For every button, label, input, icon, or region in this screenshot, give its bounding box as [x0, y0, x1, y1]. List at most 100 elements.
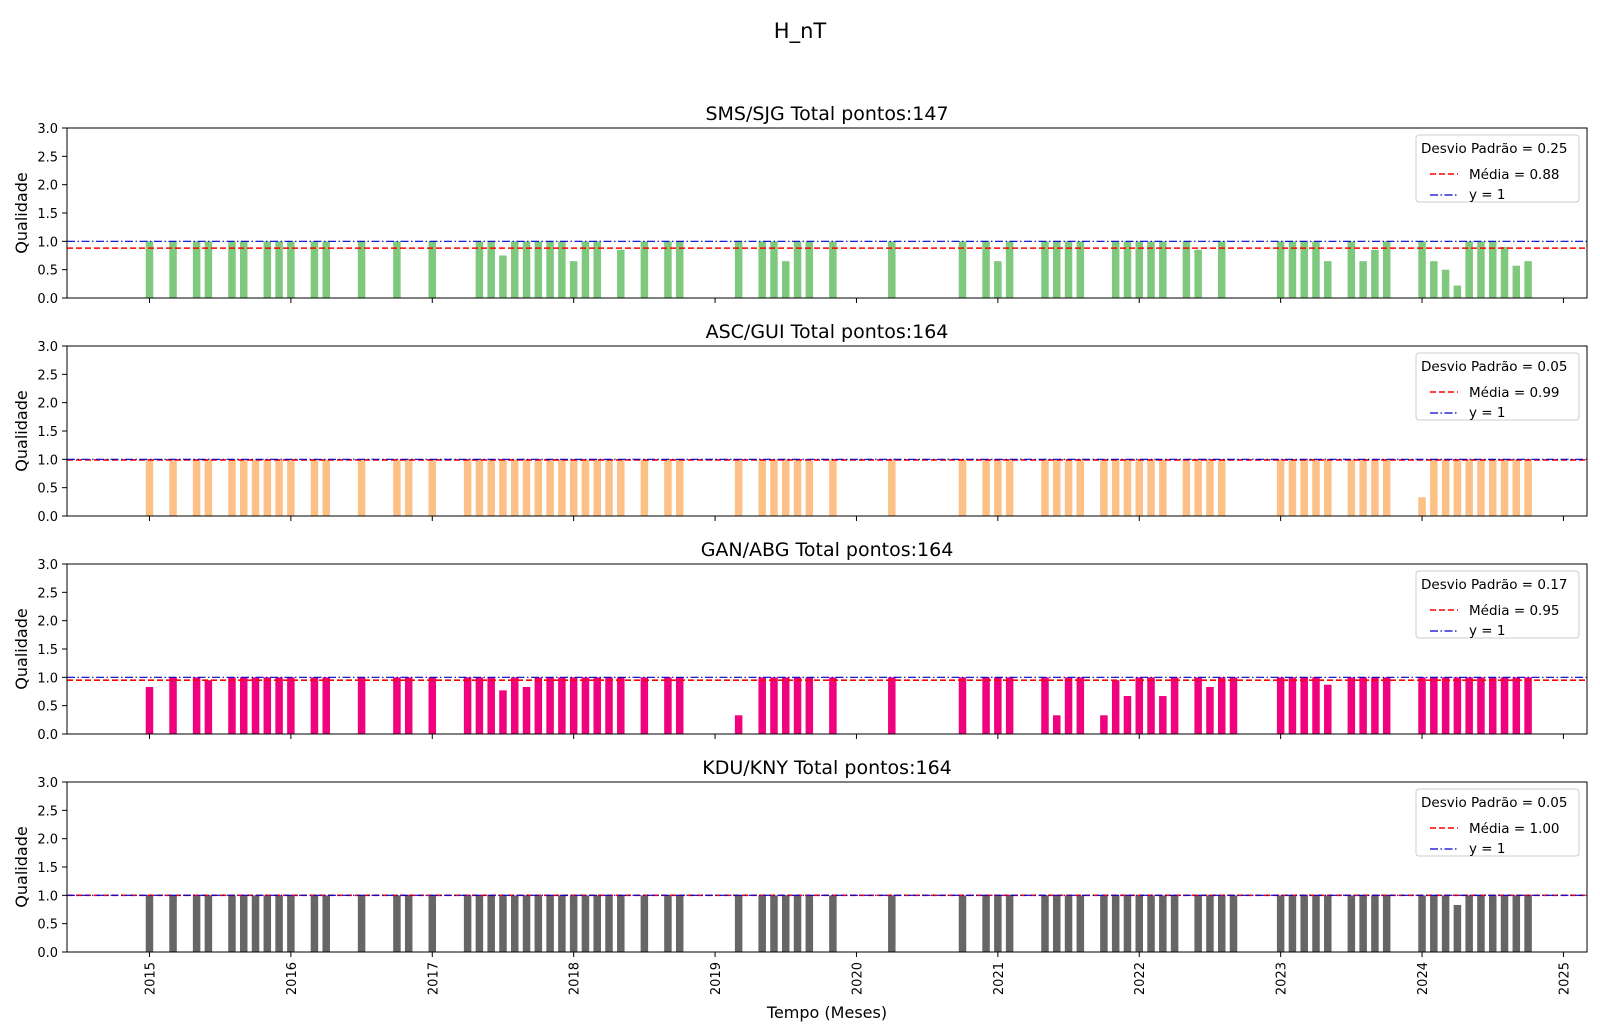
- bar: [263, 241, 272, 298]
- bar: [475, 241, 484, 298]
- bar: [1382, 895, 1391, 952]
- bar: [958, 677, 967, 734]
- bar: [994, 459, 1002, 516]
- bar: [805, 895, 814, 952]
- bar: [994, 261, 1002, 298]
- bar: [1053, 895, 1061, 952]
- bar: [1441, 677, 1450, 734]
- bar: [569, 459, 578, 516]
- y-tick-label: 0.0: [37, 510, 58, 525]
- bar: [428, 677, 437, 734]
- legend: Desvio Padrão = 0.17 Média = 0.95 y = 1: [1415, 570, 1580, 639]
- bar: [664, 895, 672, 952]
- x-tick-label: 2020: [850, 962, 865, 995]
- bar: [534, 459, 543, 516]
- bar: [310, 241, 319, 298]
- bar: [1229, 895, 1238, 952]
- bar: [593, 895, 601, 952]
- y-tick-label: 3.0: [37, 558, 58, 573]
- bar: [1441, 459, 1450, 516]
- y-tick-label: 2.0: [37, 397, 58, 412]
- bar: [1500, 247, 1509, 298]
- bar: [204, 680, 213, 734]
- legend-mean-label: Média = 0.99: [1469, 385, 1560, 401]
- bar: [1182, 241, 1191, 298]
- y-tick-label: 2.0: [37, 833, 58, 848]
- bar: [204, 241, 213, 298]
- bar: [534, 677, 543, 734]
- bar: [1147, 459, 1155, 516]
- bar: [640, 241, 649, 298]
- x-tick-label: 2022: [1133, 962, 1148, 995]
- bar: [982, 895, 990, 952]
- bar: [1453, 285, 1462, 298]
- bar: [1500, 459, 1509, 516]
- bar: [1111, 895, 1120, 952]
- bar: [1500, 677, 1509, 734]
- bar: [511, 241, 519, 298]
- x-tick-label: 2021: [992, 962, 1007, 995]
- x-tick-label: 2025: [1557, 962, 1572, 995]
- bar: [1347, 895, 1356, 952]
- bar: [1276, 895, 1285, 952]
- bar: [393, 895, 401, 952]
- bar: [275, 677, 283, 734]
- bar: [734, 241, 743, 298]
- bar: [1076, 241, 1085, 298]
- bar: [1488, 677, 1497, 734]
- bar: [487, 459, 495, 516]
- bar: [1182, 459, 1191, 516]
- y-tick-label: 0.0: [37, 728, 58, 743]
- bar: [1041, 241, 1049, 298]
- bar: [758, 895, 766, 952]
- bar: [239, 241, 248, 298]
- bar: [1147, 895, 1155, 952]
- bar: [1418, 497, 1426, 516]
- bar: [263, 677, 272, 734]
- bar: [1371, 459, 1379, 516]
- bar: [1053, 715, 1061, 734]
- bar: [558, 459, 566, 516]
- bar: [1324, 261, 1332, 298]
- bar: [263, 895, 272, 952]
- bar: [1347, 459, 1356, 516]
- bar: [1300, 895, 1308, 952]
- bar: [1100, 459, 1108, 516]
- bar: [1477, 459, 1485, 516]
- axes-frame: [66, 345, 1588, 517]
- bar: [782, 677, 790, 734]
- legend: Desvio Padrão = 0.25 Média = 0.88 y = 1: [1415, 134, 1580, 203]
- bar: [1359, 261, 1367, 298]
- y-tick-label: 2.0: [37, 179, 58, 194]
- bar: [1135, 241, 1143, 298]
- y-tick-label: 1.5: [37, 861, 58, 876]
- bar: [617, 459, 625, 516]
- bar: [1135, 895, 1143, 952]
- bar: [1206, 459, 1214, 516]
- bar: [1076, 677, 1085, 734]
- bar: [487, 241, 495, 298]
- bar: [958, 459, 967, 516]
- legend-title: Desvio Padrão = 0.05: [1421, 795, 1567, 811]
- bar: [1359, 895, 1367, 952]
- bar: [169, 895, 177, 952]
- bar: [888, 241, 896, 298]
- bar: [1359, 459, 1367, 516]
- figure-title: H_nT: [774, 19, 827, 44]
- bar: [1512, 265, 1521, 298]
- bar: [1465, 459, 1473, 516]
- bar: [664, 677, 672, 734]
- bar: [522, 459, 531, 516]
- bar: [1453, 459, 1462, 516]
- bar: [1382, 677, 1391, 734]
- bar: [534, 241, 543, 298]
- x-tick-label: 2017: [426, 962, 441, 995]
- bar: [1465, 895, 1473, 952]
- bar: [1100, 715, 1108, 734]
- bar: [593, 241, 601, 298]
- bar: [1194, 895, 1202, 952]
- bar: [287, 241, 295, 298]
- bar: [782, 459, 790, 516]
- bar: [829, 459, 837, 516]
- y-axis-label: Qualidade: [12, 826, 31, 907]
